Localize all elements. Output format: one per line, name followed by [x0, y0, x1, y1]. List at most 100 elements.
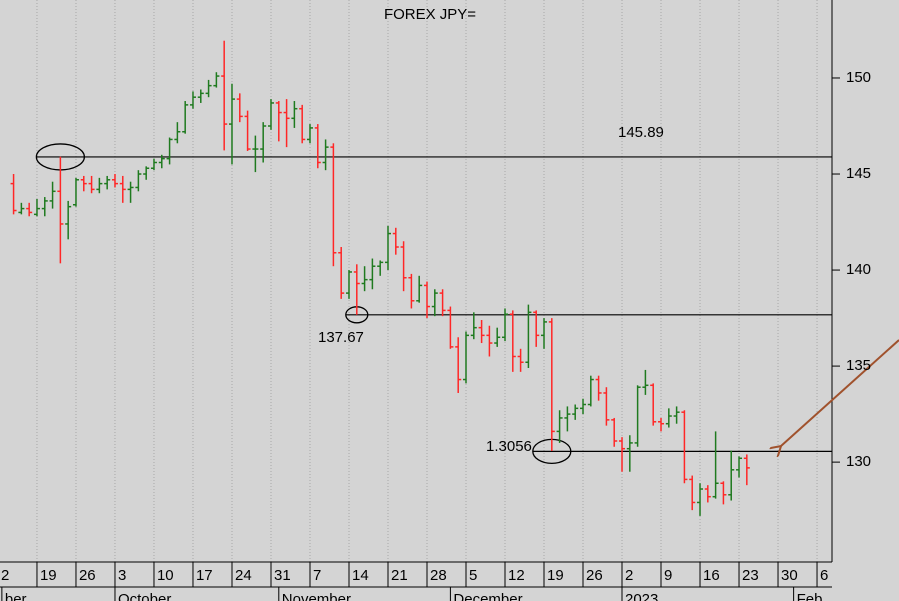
x-tick-label: 12 — [508, 567, 525, 584]
x-tick-label: 24 — [235, 567, 252, 584]
ohlc-bar — [57, 156, 64, 264]
ohlc-bar — [502, 308, 509, 342]
ohlc-bar — [197, 89, 204, 103]
month-label: Feb — [797, 591, 823, 601]
ohlc-bar — [689, 475, 696, 511]
ohlc-bar — [10, 174, 17, 215]
ohlc-bar — [104, 175, 111, 190]
x-tick-label: 10 — [157, 567, 174, 584]
x-tick-label: 31 — [274, 567, 291, 584]
x-tick-label: 7 — [313, 567, 321, 584]
ohlc-bar — [244, 110, 251, 151]
ohlc-bar — [205, 79, 212, 98]
ohlc-bar — [626, 435, 633, 472]
y-tick-label: 140 — [846, 261, 871, 278]
ohlc-bar — [494, 327, 501, 347]
ohlc-bar — [603, 387, 610, 426]
ohlc-bar — [728, 450, 735, 501]
annotation-label: 137.67 — [318, 329, 364, 346]
ohlc-bar — [213, 72, 220, 88]
ohlc-bar — [697, 483, 704, 516]
x-tick-label: 21 — [391, 567, 408, 584]
ohlc-bar — [267, 99, 274, 130]
ohlc-bar — [96, 177, 103, 194]
ohlc-bar — [447, 306, 454, 349]
ohlc-bar — [525, 304, 532, 369]
ohlc-bar — [88, 175, 95, 194]
x-tick-label: 23 — [742, 567, 759, 584]
ohlc-bar — [736, 456, 743, 478]
y-tick-label: 150 — [846, 69, 871, 86]
ohlc-bar — [322, 139, 329, 171]
ohlc-bar — [236, 93, 243, 123]
x-tick-label: 14 — [352, 567, 369, 584]
ohlc-bar — [587, 375, 594, 407]
ohlc-bar — [306, 124, 313, 144]
plot — [10, 40, 832, 516]
x-tick-label: 26 — [79, 567, 96, 584]
ohlc-bar — [384, 225, 391, 271]
ohlc-bar — [283, 99, 290, 148]
ohlc-bar — [80, 175, 87, 192]
month-label: November — [282, 591, 351, 601]
ohlc-bar — [127, 181, 134, 203]
ohlc-bar — [478, 319, 485, 344]
ohlc-bar — [189, 91, 196, 109]
ohlc-bar — [33, 198, 40, 217]
ohlc-bar — [665, 408, 672, 428]
ohlc-bar — [720, 481, 727, 505]
ohlc-bar — [182, 101, 189, 134]
ohlc-bar — [49, 181, 56, 209]
x-tick-label: 16 — [703, 567, 720, 584]
annotation-label: 145.89 — [618, 124, 664, 141]
chart-title: FOREX JPY= — [384, 6, 476, 23]
ohlc-bar — [377, 260, 384, 276]
ohlc-bar — [704, 485, 711, 503]
ohlc-bar — [408, 273, 415, 309]
ohlc-bar — [314, 124, 321, 169]
ohlc-bar — [18, 202, 25, 215]
ohlc-bar — [166, 137, 173, 165]
ohlc-bar — [533, 310, 540, 347]
ohlc-bar — [330, 143, 337, 267]
month-label: December — [453, 591, 522, 601]
x-tick-label: 19 — [40, 567, 57, 584]
ohlc-bar — [541, 318, 548, 349]
ohlc-bar — [345, 270, 352, 299]
ohlc-bar — [221, 40, 228, 151]
month-label: 2023 — [625, 591, 658, 601]
arrow — [781, 339, 899, 446]
ohlc-bar — [681, 410, 688, 484]
x-tick-label: 19 — [547, 567, 564, 584]
y-tick-label: 145 — [846, 165, 871, 182]
ohlc-bar — [119, 175, 126, 203]
ohlc-bar — [275, 101, 282, 142]
ohlc-bar — [572, 404, 579, 420]
ohlc-bar — [135, 170, 142, 192]
ohlc-bar — [338, 247, 345, 299]
annotation-label: 1.3056 — [486, 438, 532, 455]
ohlc-bar — [361, 266, 368, 292]
ohlc-bar — [174, 122, 181, 144]
ohlc-bar — [517, 348, 524, 372]
ohlc-bar — [299, 104, 306, 144]
ohlc-bar — [634, 385, 641, 447]
x-tick-label: 6 — [820, 567, 828, 584]
ohlc-bar — [143, 166, 150, 180]
ohlc-bar — [673, 406, 680, 424]
x-tick-label: 3 — [118, 567, 126, 584]
ohlc-bar — [369, 258, 376, 290]
ohlc-bar — [439, 289, 446, 317]
ohlc-bar — [41, 197, 48, 217]
ohlc-bar — [392, 227, 399, 255]
ohlc-bar — [611, 417, 618, 447]
ohlc-bar — [619, 437, 626, 472]
x-tick-label: 2 — [625, 567, 633, 584]
ohlc-bar — [150, 158, 157, 171]
ohlc-bar — [72, 177, 79, 207]
ohlc-bar — [158, 154, 165, 169]
month-label: October — [118, 591, 171, 601]
y-tick-label: 130 — [846, 453, 871, 470]
